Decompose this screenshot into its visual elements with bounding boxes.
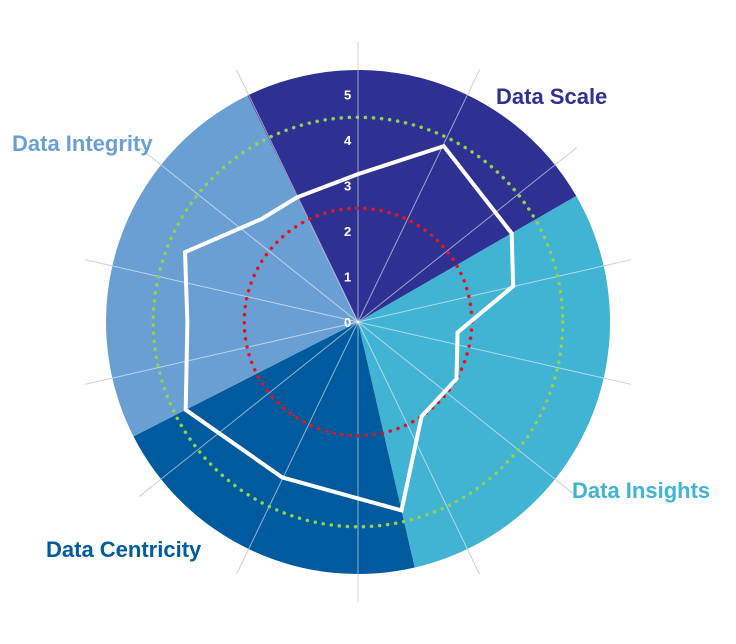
r-tick-label: 1	[344, 270, 351, 285]
category-label-data-scale: Data Scale	[496, 84, 607, 109]
spoke-outer	[84, 259, 113, 267]
spoke-group	[84, 42, 632, 602]
spoke-inner	[357, 265, 604, 323]
spoke-inner	[160, 164, 359, 323]
category-label-data-centricity: Data Centricity	[46, 537, 202, 562]
spoke-outer	[236, 548, 250, 575]
r-tick-label: 3	[344, 179, 351, 194]
spoke-outer	[138, 147, 162, 166]
spoke-outer	[466, 69, 480, 96]
sector-group	[105, 70, 610, 574]
category-label-data-integrity: Data Integrity	[12, 131, 153, 156]
sector-data-insights	[358, 196, 610, 568]
spoke-outer	[84, 377, 113, 385]
spoke-outer	[466, 548, 480, 575]
target-ring	[151, 115, 565, 529]
sector-data-scale	[247, 70, 577, 322]
spoke-outer	[603, 259, 632, 267]
spoke-inner	[357, 321, 556, 480]
spoke-inner	[357, 94, 468, 323]
spoke-inner	[357, 321, 468, 550]
spoke-inner	[112, 265, 359, 323]
spoke-inner	[112, 321, 359, 379]
spoke-outer	[603, 377, 632, 385]
r-tick-label: 2	[344, 224, 351, 239]
spoke-outer	[554, 478, 578, 497]
r-tick-label: 0	[344, 315, 351, 330]
sector-data-centricity	[133, 322, 415, 574]
sector-data-integrity	[105, 95, 358, 437]
spoke-outer	[554, 147, 578, 166]
spoke-inner	[160, 321, 359, 480]
series-group	[182, 143, 516, 513]
spoke-inner	[248, 321, 359, 550]
r-tick-label: 5	[344, 88, 351, 103]
tick-label-group: 0 1 2 3 4 5	[344, 88, 352, 331]
category-label-data-insights: Data Insights	[572, 478, 710, 503]
spoke-outer	[236, 69, 250, 96]
spoke-inner	[357, 321, 604, 379]
r-tick-label: 4	[344, 133, 352, 148]
spoke-outer	[138, 478, 162, 497]
spoke-inner	[357, 164, 556, 323]
spoke-inner	[248, 94, 359, 323]
